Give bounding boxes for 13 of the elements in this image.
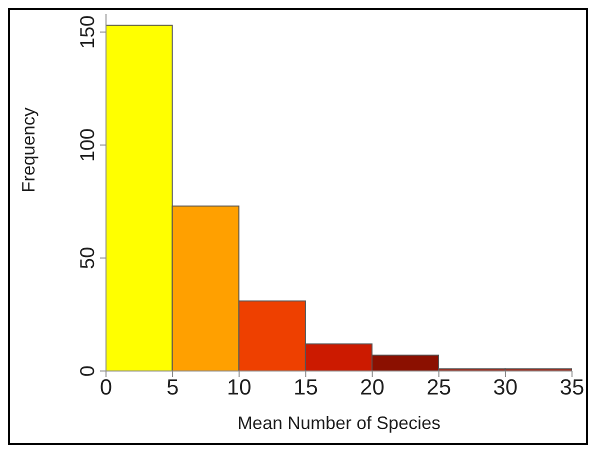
x-axis-title: Mean Number of Species <box>237 413 441 433</box>
x-tick-label: 35 <box>560 374 584 400</box>
y-tick-label: 100 <box>77 128 99 162</box>
y-tick-label: 150 <box>77 15 99 49</box>
x-tick-label: 20 <box>360 374 385 400</box>
y-tick-label: 0 <box>77 365 99 377</box>
x-tick-label: 10 <box>226 374 252 400</box>
x-tick-label: 25 <box>426 374 452 400</box>
y-tick-label: 50 <box>77 246 99 270</box>
y-axis-title: Frequency <box>18 107 38 192</box>
x-tick-label: 30 <box>493 374 518 400</box>
x-tick-label: 15 <box>293 374 318 400</box>
x-tick-label: 5 <box>166 374 179 400</box>
